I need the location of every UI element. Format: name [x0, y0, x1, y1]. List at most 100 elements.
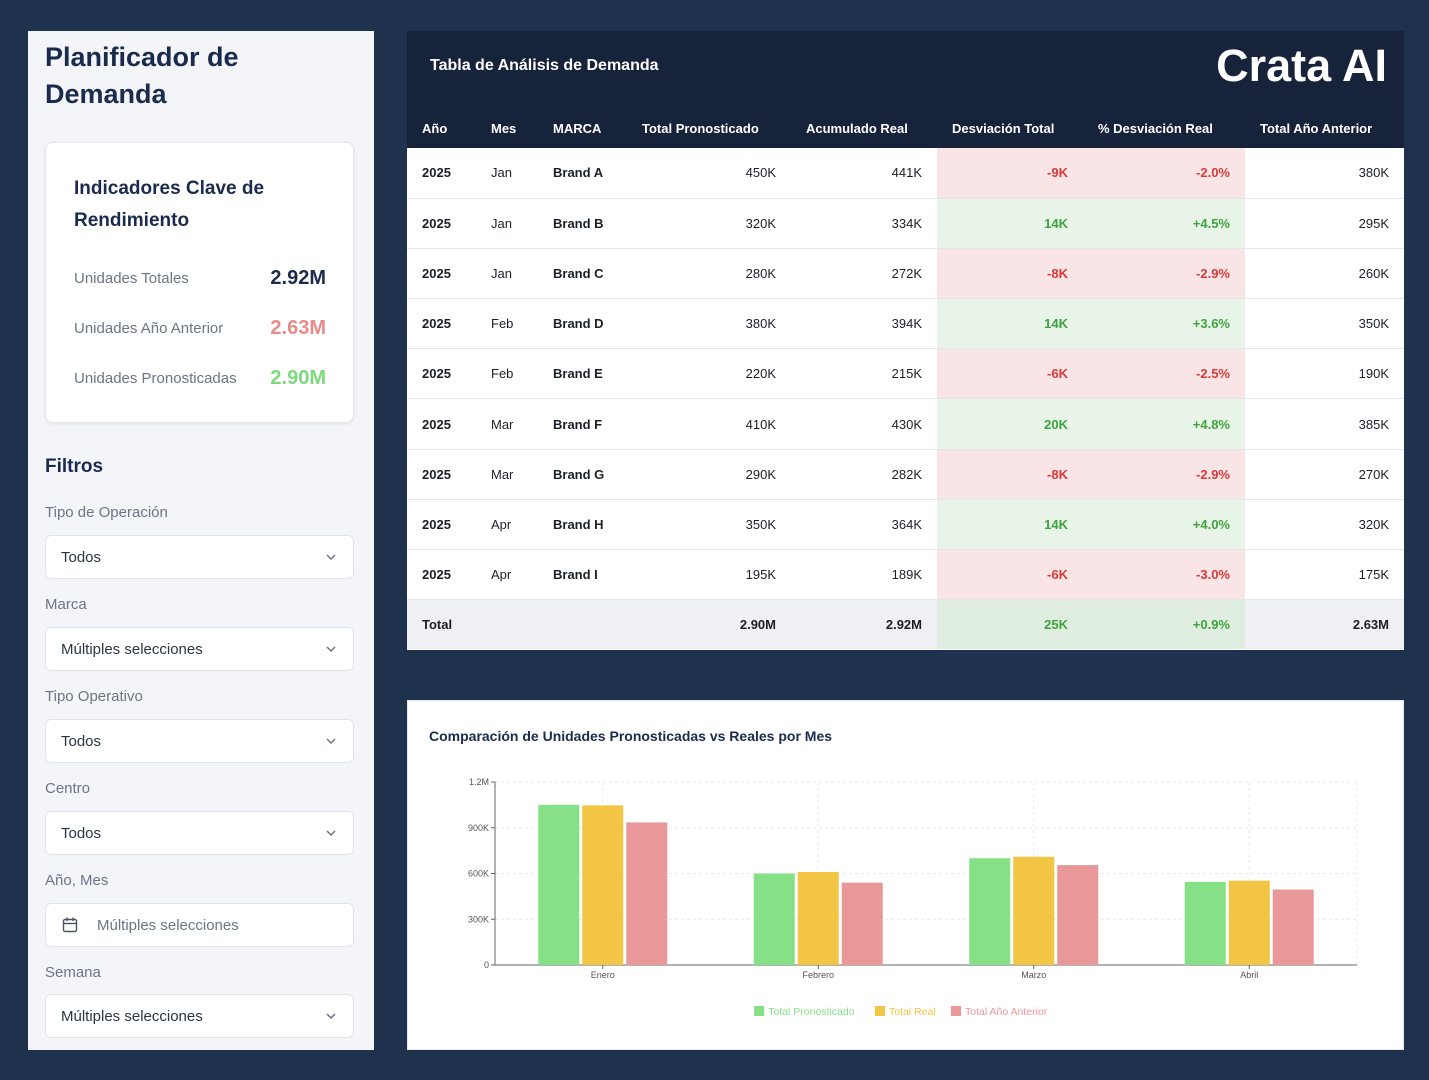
cell-year: 2025 [407, 449, 476, 500]
cell-actual: 282K [791, 449, 937, 500]
legend-swatch [754, 1006, 765, 1016]
cell-month: Feb [476, 298, 538, 350]
cell-forecast: 380K [627, 298, 791, 350]
filter-label-operative-type: Tipo Operativo [45, 688, 143, 705]
cell-brand: Brand E [538, 348, 627, 400]
cell-month: Mar [476, 449, 538, 500]
legend-swatch [875, 1006, 885, 1016]
cell-deviation-pct: -2.0% [1083, 148, 1245, 199]
bar-total-pronosticado-febrero[interactable] [753, 873, 795, 966]
bar-total-a-o-anterior-enero[interactable] [626, 822, 668, 965]
cell-brand: Brand G [538, 449, 627, 500]
bar-total-real-enero[interactable] [582, 805, 624, 965]
cell-total-actual: 2.92M [791, 599, 937, 649]
table-row: 2025 Jan Brand B 320K 334K 14K +4.5% 295K [407, 198, 1404, 249]
cell-previous-year: 380K [1245, 148, 1404, 199]
cell-year: 2025 [407, 148, 476, 199]
cell-actual: 334K [791, 198, 937, 249]
cell-previous-year: 270K [1245, 449, 1404, 500]
select-value: Todos [61, 732, 102, 750]
cell-month: Apr [476, 549, 538, 601]
bar-total-pronosticado-enero[interactable] [538, 804, 580, 965]
filter-label-operation-type: Tipo de Operación [45, 504, 168, 521]
column-header[interactable]: Año [422, 120, 448, 136]
operation-type-select[interactable]: Todos [45, 535, 354, 579]
column-header[interactable]: MARCA [553, 120, 602, 136]
cell-previous-year: 260K [1245, 248, 1404, 300]
cell-deviation: 20K [937, 398, 1083, 450]
table-row: 2025 Apr Brand I 195K 189K -6K -3.0% 175K [407, 549, 1404, 601]
bar-total-a-o-anterior-marzo[interactable] [1057, 865, 1099, 965]
year-month-picker[interactable]: Múltiples selecciones [45, 903, 354, 947]
x-tick-label: Enero [591, 970, 615, 980]
cell-brand: Brand D [538, 298, 627, 350]
cell-brand: Brand F [538, 398, 627, 450]
legend-label[interactable]: Total Pronosticado [768, 1006, 855, 1018]
cell-deviation-pct: +3.6% [1083, 298, 1245, 350]
column-header[interactable]: % Desviación Real [1098, 120, 1213, 136]
bar-total-pronosticado-abril[interactable] [1184, 881, 1226, 965]
cell-month: Jan [476, 148, 538, 199]
cell-previous-year: 350K [1245, 298, 1404, 350]
center-select[interactable]: Todos [45, 811, 354, 855]
bar-total-a-o-anterior-febrero[interactable] [841, 882, 883, 965]
cell-year: 2025 [407, 198, 476, 249]
kpi-label: Unidades Totales [74, 269, 189, 287]
cell-actual: 215K [791, 348, 937, 400]
bar-total-pronosticado-marzo[interactable] [969, 858, 1011, 965]
kpi-label: Unidades Año Anterior [74, 319, 224, 337]
cell-brand: Brand B [538, 198, 627, 249]
cell-actual: 189K [791, 549, 937, 601]
cell-previous-year: 175K [1245, 549, 1404, 601]
filter-label-center: Centro [45, 780, 91, 797]
cell-month: Mar [476, 398, 538, 450]
y-tick-label: 0 [484, 960, 489, 970]
brand-select[interactable]: Múltiples selecciones [45, 627, 354, 671]
kpi-value: 2.90M [270, 366, 326, 389]
cell-actual: 394K [791, 298, 937, 350]
chevron-down-icon [326, 646, 336, 653]
column-header[interactable]: Total Pronosticado [642, 120, 759, 136]
column-header[interactable]: Mes [491, 120, 517, 136]
cell-actual: 272K [791, 248, 937, 300]
cell-deviation: 14K [937, 298, 1083, 350]
cell-actual: 441K [791, 148, 937, 199]
cell-deviation: -8K [937, 248, 1083, 300]
cell-month: Apr [476, 499, 538, 551]
bar-total-real-abril[interactable] [1228, 880, 1270, 965]
column-header[interactable]: Total Año Anterior [1260, 120, 1373, 136]
cell-deviation: -6K [937, 348, 1083, 400]
week-select[interactable]: Múltiples selecciones [45, 994, 354, 1038]
x-tick-label: Abril [1240, 970, 1258, 980]
select-value: Múltiples selecciones [61, 1007, 203, 1025]
cell-empty [476, 599, 538, 649]
cell-brand: Brand C [538, 248, 627, 300]
kpi-card: Indicadores Clave de Rendimiento Unidade… [45, 142, 354, 423]
cell-previous-year: 320K [1245, 499, 1404, 551]
cell-forecast: 220K [627, 348, 791, 400]
table-row: 2025 Jan Brand A 450K 441K -9K -2.0% 380K [407, 148, 1404, 199]
kpi-label: Unidades Pronosticadas [74, 369, 237, 387]
cell-deviation-pct: -2.9% [1083, 449, 1245, 500]
cell-deviation-pct: -2.5% [1083, 348, 1245, 400]
cell-month: Jan [476, 248, 538, 300]
filter-label-year-month: Año, Mes [45, 872, 109, 889]
cell-brand: Brand A [538, 148, 627, 199]
bar-total-real-febrero[interactable] [797, 871, 839, 965]
table-row: 2025 Feb Brand D 380K 394K 14K +3.6% 350K [407, 298, 1404, 350]
column-header[interactable]: Acumulado Real [806, 120, 908, 136]
cell-deviation-pct: +4.0% [1083, 499, 1245, 551]
filters-title: Filtros [45, 456, 104, 477]
column-header[interactable]: Desviación Total [952, 120, 1055, 136]
cell-deviation: 14K [937, 198, 1083, 249]
chevron-down-icon [326, 554, 336, 561]
x-tick-label: Febrero [802, 970, 834, 980]
table-header-row: Año Mes MARCA Total Pronosticado Acumula… [407, 108, 1404, 148]
legend-label[interactable]: Total Año Anterior [965, 1006, 1048, 1018]
cell-deviation: -6K [937, 549, 1083, 601]
bar-total-real-marzo[interactable] [1013, 856, 1055, 965]
cell-forecast: 410K [627, 398, 791, 450]
bar-total-a-o-anterior-abril[interactable] [1272, 889, 1314, 965]
legend-label[interactable]: Total Real [889, 1006, 936, 1018]
operative-type-select[interactable]: Todos [45, 719, 354, 763]
